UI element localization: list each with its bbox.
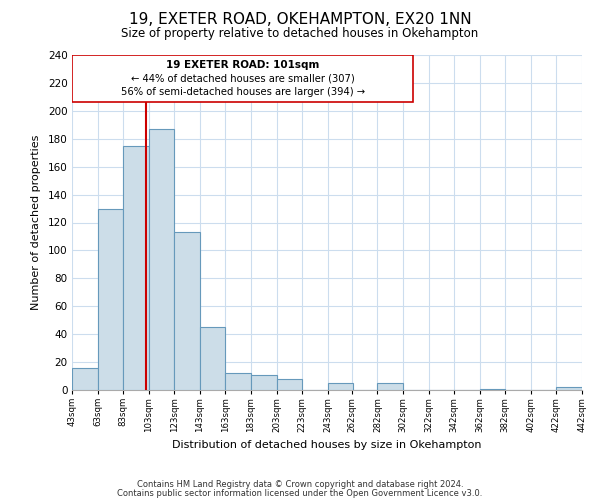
Text: 56% of semi-detached houses are larger (394) →: 56% of semi-detached houses are larger (…	[121, 87, 365, 97]
Bar	[72, 368, 98, 390]
Bar	[72, 55, 413, 102]
Y-axis label: Number of detached properties: Number of detached properties	[31, 135, 41, 310]
Bar	[251, 374, 277, 390]
Bar	[556, 387, 582, 390]
Text: 19, EXETER ROAD, OKEHAMPTON, EX20 1NN: 19, EXETER ROAD, OKEHAMPTON, EX20 1NN	[128, 12, 472, 28]
X-axis label: Distribution of detached houses by size in Okehampton: Distribution of detached houses by size …	[172, 440, 482, 450]
Bar	[174, 232, 200, 390]
Bar	[377, 383, 403, 390]
Bar	[149, 129, 174, 390]
Bar	[200, 327, 226, 390]
Bar	[123, 146, 149, 390]
Bar	[226, 373, 251, 390]
Bar	[328, 383, 353, 390]
Text: ← 44% of detached houses are smaller (307): ← 44% of detached houses are smaller (30…	[131, 74, 355, 84]
Text: 19 EXETER ROAD: 101sqm: 19 EXETER ROAD: 101sqm	[166, 60, 319, 70]
Bar	[277, 379, 302, 390]
Bar	[480, 388, 505, 390]
Text: Size of property relative to detached houses in Okehampton: Size of property relative to detached ho…	[121, 28, 479, 40]
Text: Contains HM Land Registry data © Crown copyright and database right 2024.: Contains HM Land Registry data © Crown c…	[137, 480, 463, 489]
Bar	[98, 208, 123, 390]
Text: Contains public sector information licensed under the Open Government Licence v3: Contains public sector information licen…	[118, 488, 482, 498]
